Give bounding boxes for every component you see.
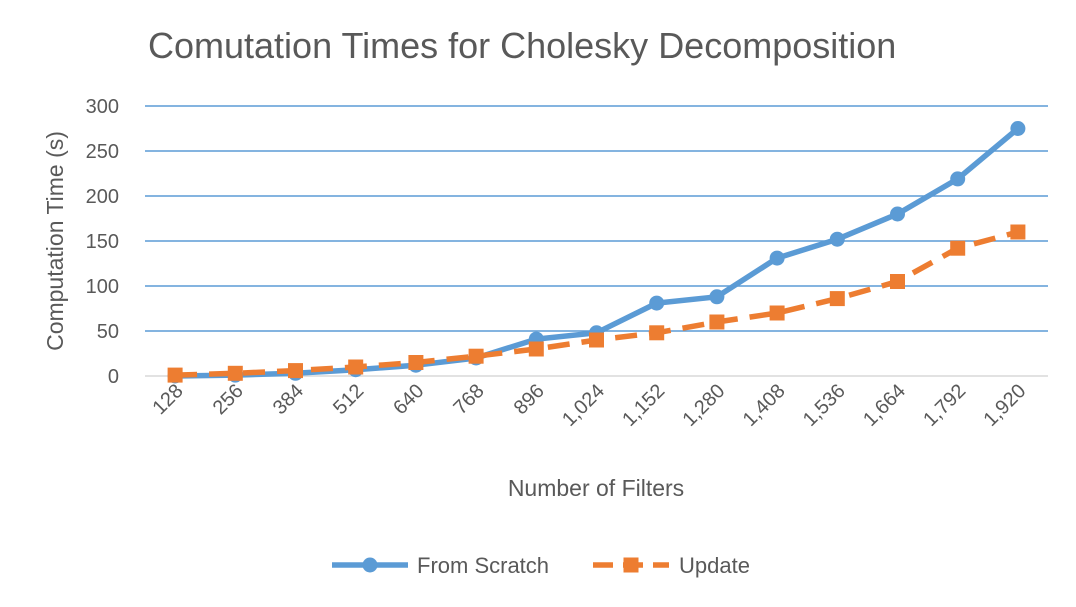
x-tick-label: 512 (329, 380, 368, 419)
data-point-update (1010, 224, 1026, 240)
y-tick-label: 50 (97, 321, 119, 343)
data-point-from-scratch (709, 289, 725, 305)
x-axis-label: Number of Filters (508, 475, 684, 501)
y-axis-label: Computation Time (s) (42, 131, 68, 351)
x-tick-label: 256 (209, 380, 248, 419)
chart-title: Comutation Times for Cholesky Decomposit… (148, 25, 896, 66)
y-tick-labels: 0 50 100 150 200 250 300 (86, 96, 119, 388)
x-tick-label: 384 (269, 380, 308, 419)
series-line-update (175, 229, 1019, 378)
data-point-update (649, 325, 665, 341)
data-point-from-scratch (950, 171, 966, 187)
y-tick-label: 200 (86, 186, 119, 208)
data-point-update (227, 365, 243, 381)
data-point-from-scratch (829, 231, 845, 247)
x-tick-label: 1,920 (979, 380, 1030, 431)
y-tick-label: 0 (108, 366, 119, 388)
data-point-update (167, 367, 183, 383)
y-tick-label: 300 (86, 96, 119, 118)
legend: From Scratch Update (332, 553, 750, 578)
legend-label: Update (679, 553, 750, 578)
legend-label: From Scratch (417, 553, 549, 578)
data-point-from-scratch (769, 250, 785, 266)
data-point-update (528, 341, 544, 357)
y-tick-label: 100 (86, 276, 119, 298)
legend-item-update: Update (593, 553, 750, 578)
data-point-update (769, 305, 785, 321)
x-tick-label: 640 (389, 380, 428, 419)
x-tick-label: 1,664 (859, 380, 910, 431)
data-point-update (709, 314, 725, 330)
y-tick-label: 250 (86, 141, 119, 163)
x-tick-label: 768 (449, 380, 488, 419)
gridlines (145, 105, 1048, 377)
data-point-from-scratch (1010, 121, 1026, 136)
x-tick-label: 1,152 (618, 380, 669, 431)
data-point-update (829, 291, 845, 307)
data-point-from-scratch (649, 295, 665, 311)
series-layer (167, 121, 1026, 384)
x-tick-label: 1,408 (739, 380, 790, 431)
legend-marker (623, 557, 639, 573)
x-tick-label: 128 (148, 380, 187, 419)
y-tick-label: 150 (86, 231, 119, 253)
data-point-update (408, 355, 424, 370)
x-tick-label: 1,792 (919, 380, 970, 431)
data-point-update (589, 332, 604, 348)
legend-item-from-scratch: From Scratch (332, 553, 549, 578)
x-tick-label: 1,024 (558, 380, 609, 431)
x-tick-label: 896 (510, 380, 549, 419)
data-point-update (288, 363, 303, 379)
data-point-update (890, 274, 905, 289)
x-tick-labels: 128 256 384 512 640 768 896 1,024 1,152 1,280 1,40… (148, 380, 1030, 431)
x-tick-label: 1,280 (678, 380, 729, 431)
data-point-update (950, 240, 966, 256)
data-point-update (468, 348, 484, 364)
data-point-from-scratch (890, 206, 905, 222)
x-tick-label: 1,536 (799, 380, 850, 431)
data-point-update (348, 359, 364, 375)
legend-marker (362, 557, 378, 573)
